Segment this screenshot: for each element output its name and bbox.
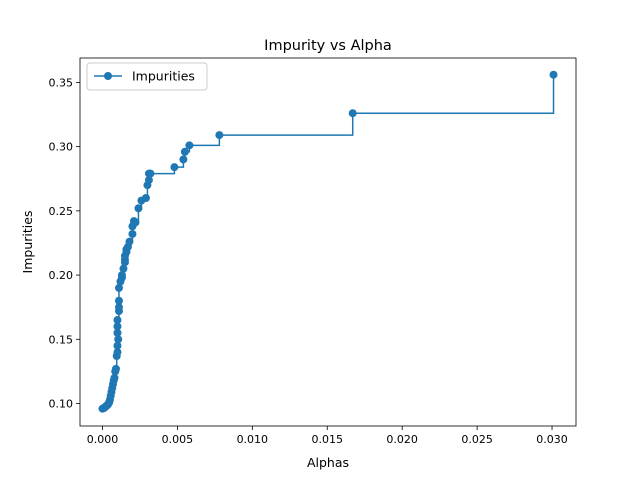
data-point <box>110 373 119 382</box>
data-point <box>170 163 179 172</box>
x-tick-label: 0.030 <box>536 433 568 446</box>
data-point <box>348 109 357 118</box>
x-tick-label: 0.025 <box>461 433 493 446</box>
data-point <box>141 194 150 203</box>
legend-label: Impurities <box>132 69 195 84</box>
legend-frame <box>86 62 208 91</box>
x-tick-label: 0.010 <box>237 433 269 446</box>
data-point <box>125 237 134 246</box>
data-point <box>215 131 224 140</box>
x-tick-label: 0.020 <box>386 433 418 446</box>
y-tick-label: 0.25 <box>49 205 74 218</box>
data-point <box>117 271 126 280</box>
data-point <box>549 70 558 79</box>
data-point <box>180 147 189 156</box>
data-point <box>134 204 143 213</box>
y-tick-label: 0.15 <box>49 333 74 346</box>
y-axis: 0.10 0.15 0.20 0.25 0.30 0.35 <box>49 76 80 411</box>
x-tick-label: 0.000 <box>87 433 119 446</box>
data-point <box>114 283 123 292</box>
data-point <box>113 341 122 350</box>
data-point <box>119 264 128 273</box>
data-point <box>111 364 120 373</box>
data-point <box>144 176 153 185</box>
data-point <box>114 335 123 344</box>
x-tick-label: 0.015 <box>312 433 344 446</box>
data-point <box>113 316 122 325</box>
plot-area <box>98 70 558 413</box>
data-point <box>131 218 140 227</box>
chart-title: Impurity vs Alpha <box>264 38 392 54</box>
y-tick-label: 0.20 <box>49 269 74 282</box>
y-tick-label: 0.10 <box>49 398 74 411</box>
data-point <box>113 322 122 331</box>
data-point <box>179 155 188 164</box>
x-axis: 0.000 0.005 0.010 0.015 0.020 0.025 0.030 <box>87 426 568 446</box>
legend: Impurities <box>86 62 208 91</box>
data-point <box>113 348 122 357</box>
data-point <box>185 141 194 150</box>
data-point <box>146 169 155 178</box>
legend-point-marker <box>104 72 112 80</box>
y-axis-label: Impurities <box>20 211 35 274</box>
data-point <box>114 303 123 312</box>
x-tick-label: 0.005 <box>162 433 194 446</box>
axes-frame <box>79 57 577 427</box>
y-tick-label: 0.35 <box>49 76 74 89</box>
y-tick-label: 0.30 <box>49 141 74 154</box>
data-point <box>113 328 122 337</box>
x-axis-label: Alphas <box>307 455 349 470</box>
data-point <box>128 229 137 238</box>
data-point <box>114 296 123 305</box>
